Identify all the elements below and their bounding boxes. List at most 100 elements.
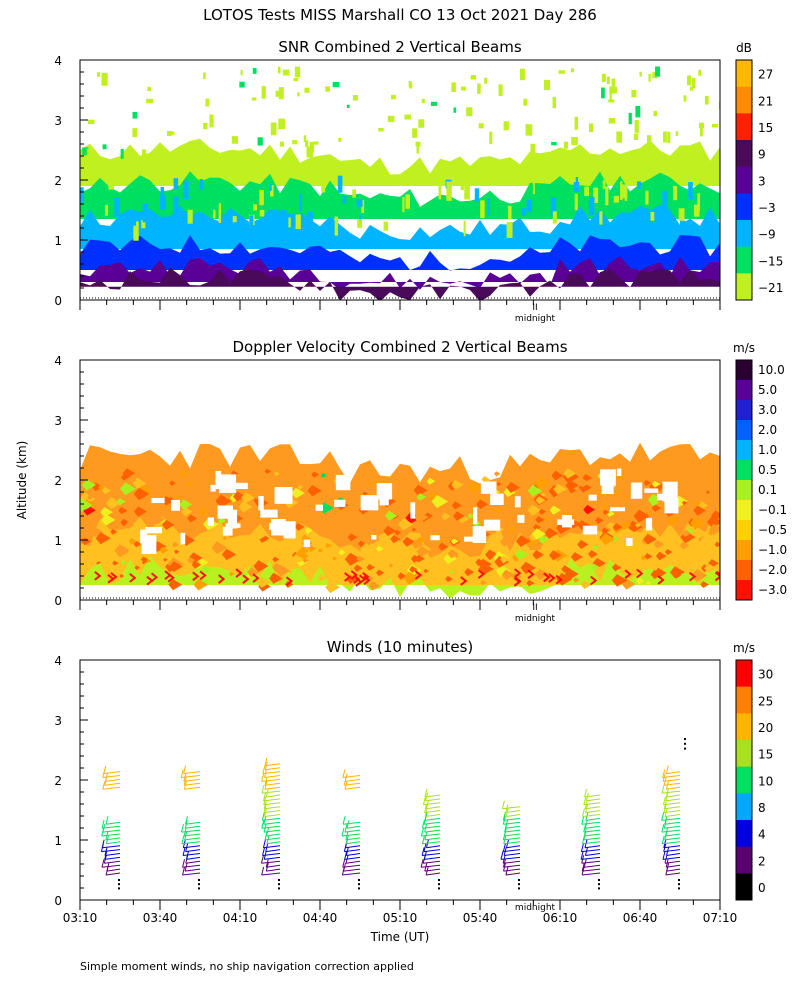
snr-streak	[693, 204, 700, 217]
snr-echo-speck	[132, 111, 138, 119]
wind-barb-shaft	[265, 767, 281, 771]
doppler-cell	[670, 515, 681, 523]
doppler-cell	[358, 515, 365, 521]
snr-streak	[218, 203, 222, 223]
wind-barb-shaft	[662, 775, 681, 778]
wind-barb-shaft	[103, 771, 121, 775]
snr-streak	[526, 199, 532, 213]
doppler-gap	[180, 532, 186, 545]
wind-barb-shaft	[185, 849, 201, 853]
wind-barb-shaft	[262, 771, 281, 775]
doppler-gap	[335, 474, 351, 491]
doppler-cell	[476, 499, 489, 510]
colorbar-tick-label: −0.5	[758, 523, 787, 537]
wind-barb-shaft	[263, 810, 281, 814]
snr-echo-speck	[279, 141, 284, 147]
snr-echo-speck	[408, 80, 412, 88]
wind-barb-shaft	[343, 868, 361, 872]
doppler-chevron	[199, 570, 207, 581]
colorbar-swatch	[736, 713, 752, 741]
winds-panel-title: Winds (10 minutes)	[327, 638, 474, 656]
snr-streak	[219, 214, 226, 235]
snr-streak	[573, 182, 580, 193]
doppler-cell	[626, 529, 638, 539]
wind-barb-shaft	[344, 782, 361, 786]
wind-barb-shaft	[665, 798, 681, 802]
doppler-cell	[87, 494, 94, 500]
snr-streak	[352, 189, 357, 198]
doppler-cell	[520, 561, 536, 575]
doppler-cell	[504, 520, 520, 533]
snr-layer	[80, 138, 720, 186]
doppler-cell	[109, 550, 119, 559]
doppler-cell	[133, 487, 150, 501]
doppler-cell	[233, 491, 246, 502]
doppler-gap	[630, 482, 643, 499]
wind-barb-shaft	[583, 829, 601, 833]
colorbar-tick-label: −3	[758, 201, 776, 215]
wind-missing-dot	[118, 879, 120, 881]
snr-streak	[130, 215, 137, 226]
wind-barb-shaft	[425, 817, 441, 821]
wind-barb-flag	[662, 796, 666, 805]
wind-barb-flag	[261, 812, 265, 821]
wind-barb-shaft	[181, 775, 201, 778]
wind-barb-flag	[502, 812, 506, 821]
doppler-cell	[694, 501, 702, 507]
doppler-cell	[320, 472, 327, 478]
doppler-cell	[494, 471, 501, 477]
wind-barb-shaft	[104, 856, 121, 860]
doppler-cell	[358, 540, 367, 548]
wind-missing-dot	[678, 883, 680, 886]
doppler-chevron	[350, 570, 358, 580]
doppler-gap	[410, 502, 416, 519]
snr-echo-speck	[309, 141, 315, 153]
wind-barb-shaft	[266, 794, 281, 798]
doppler-cell	[690, 516, 707, 530]
wind-barb-shaft	[181, 841, 201, 845]
doppler-cell	[441, 512, 451, 521]
wind-barb-shaft	[345, 837, 361, 841]
doppler-cell	[243, 469, 251, 476]
doppler-colorbar-unit: m/s	[733, 341, 755, 355]
wind-barb-shaft	[184, 786, 201, 790]
snr-echo-speck	[611, 78, 616, 89]
snr-echo-speck	[558, 70, 566, 74]
snr-echo-speck	[520, 68, 525, 81]
snr-echo-speck	[203, 122, 208, 130]
colorbar-swatch	[736, 740, 752, 768]
snr-echo-speck	[478, 123, 484, 129]
wind-barb-shaft	[583, 837, 601, 841]
snr-echo-speck	[240, 69, 243, 76]
wind-barb-shaft	[424, 837, 441, 841]
doppler-cell	[201, 566, 211, 574]
colorbar-tick-label: 25	[758, 694, 773, 708]
y-tick-label: 3	[54, 714, 62, 728]
colorbar-tick-label: 0.5	[758, 463, 777, 477]
x-tick-label: 06:40	[623, 911, 658, 925]
doppler-cell	[394, 479, 400, 484]
wind-barb-flag	[583, 796, 587, 805]
snr-streak	[280, 210, 287, 222]
doppler-cell	[318, 548, 324, 553]
doppler-cell	[133, 540, 142, 548]
doppler-cell	[128, 545, 143, 557]
doppler-cell	[595, 516, 604, 525]
wind-barb-shaft	[264, 763, 281, 767]
colorbar-tick-label: 9	[758, 148, 766, 162]
wind-barb-flag	[422, 796, 426, 805]
snr-echo-speck	[231, 136, 238, 144]
wind-barb-shaft	[344, 856, 361, 860]
snr-echo-speck	[544, 79, 550, 91]
snr-echo-speck	[297, 92, 300, 97]
wind-barb-shaft	[662, 841, 681, 845]
wind-barb-shaft	[344, 786, 361, 790]
wind-barb-flag	[580, 843, 584, 852]
snr-streak	[588, 196, 595, 215]
doppler-chevron	[344, 572, 352, 582]
wind-barb-flag	[583, 823, 587, 833]
snr-echo-speck	[634, 120, 639, 132]
doppler-cell	[95, 516, 102, 522]
doppler-chevron	[543, 572, 551, 583]
wind-barb-shaft	[185, 860, 201, 864]
